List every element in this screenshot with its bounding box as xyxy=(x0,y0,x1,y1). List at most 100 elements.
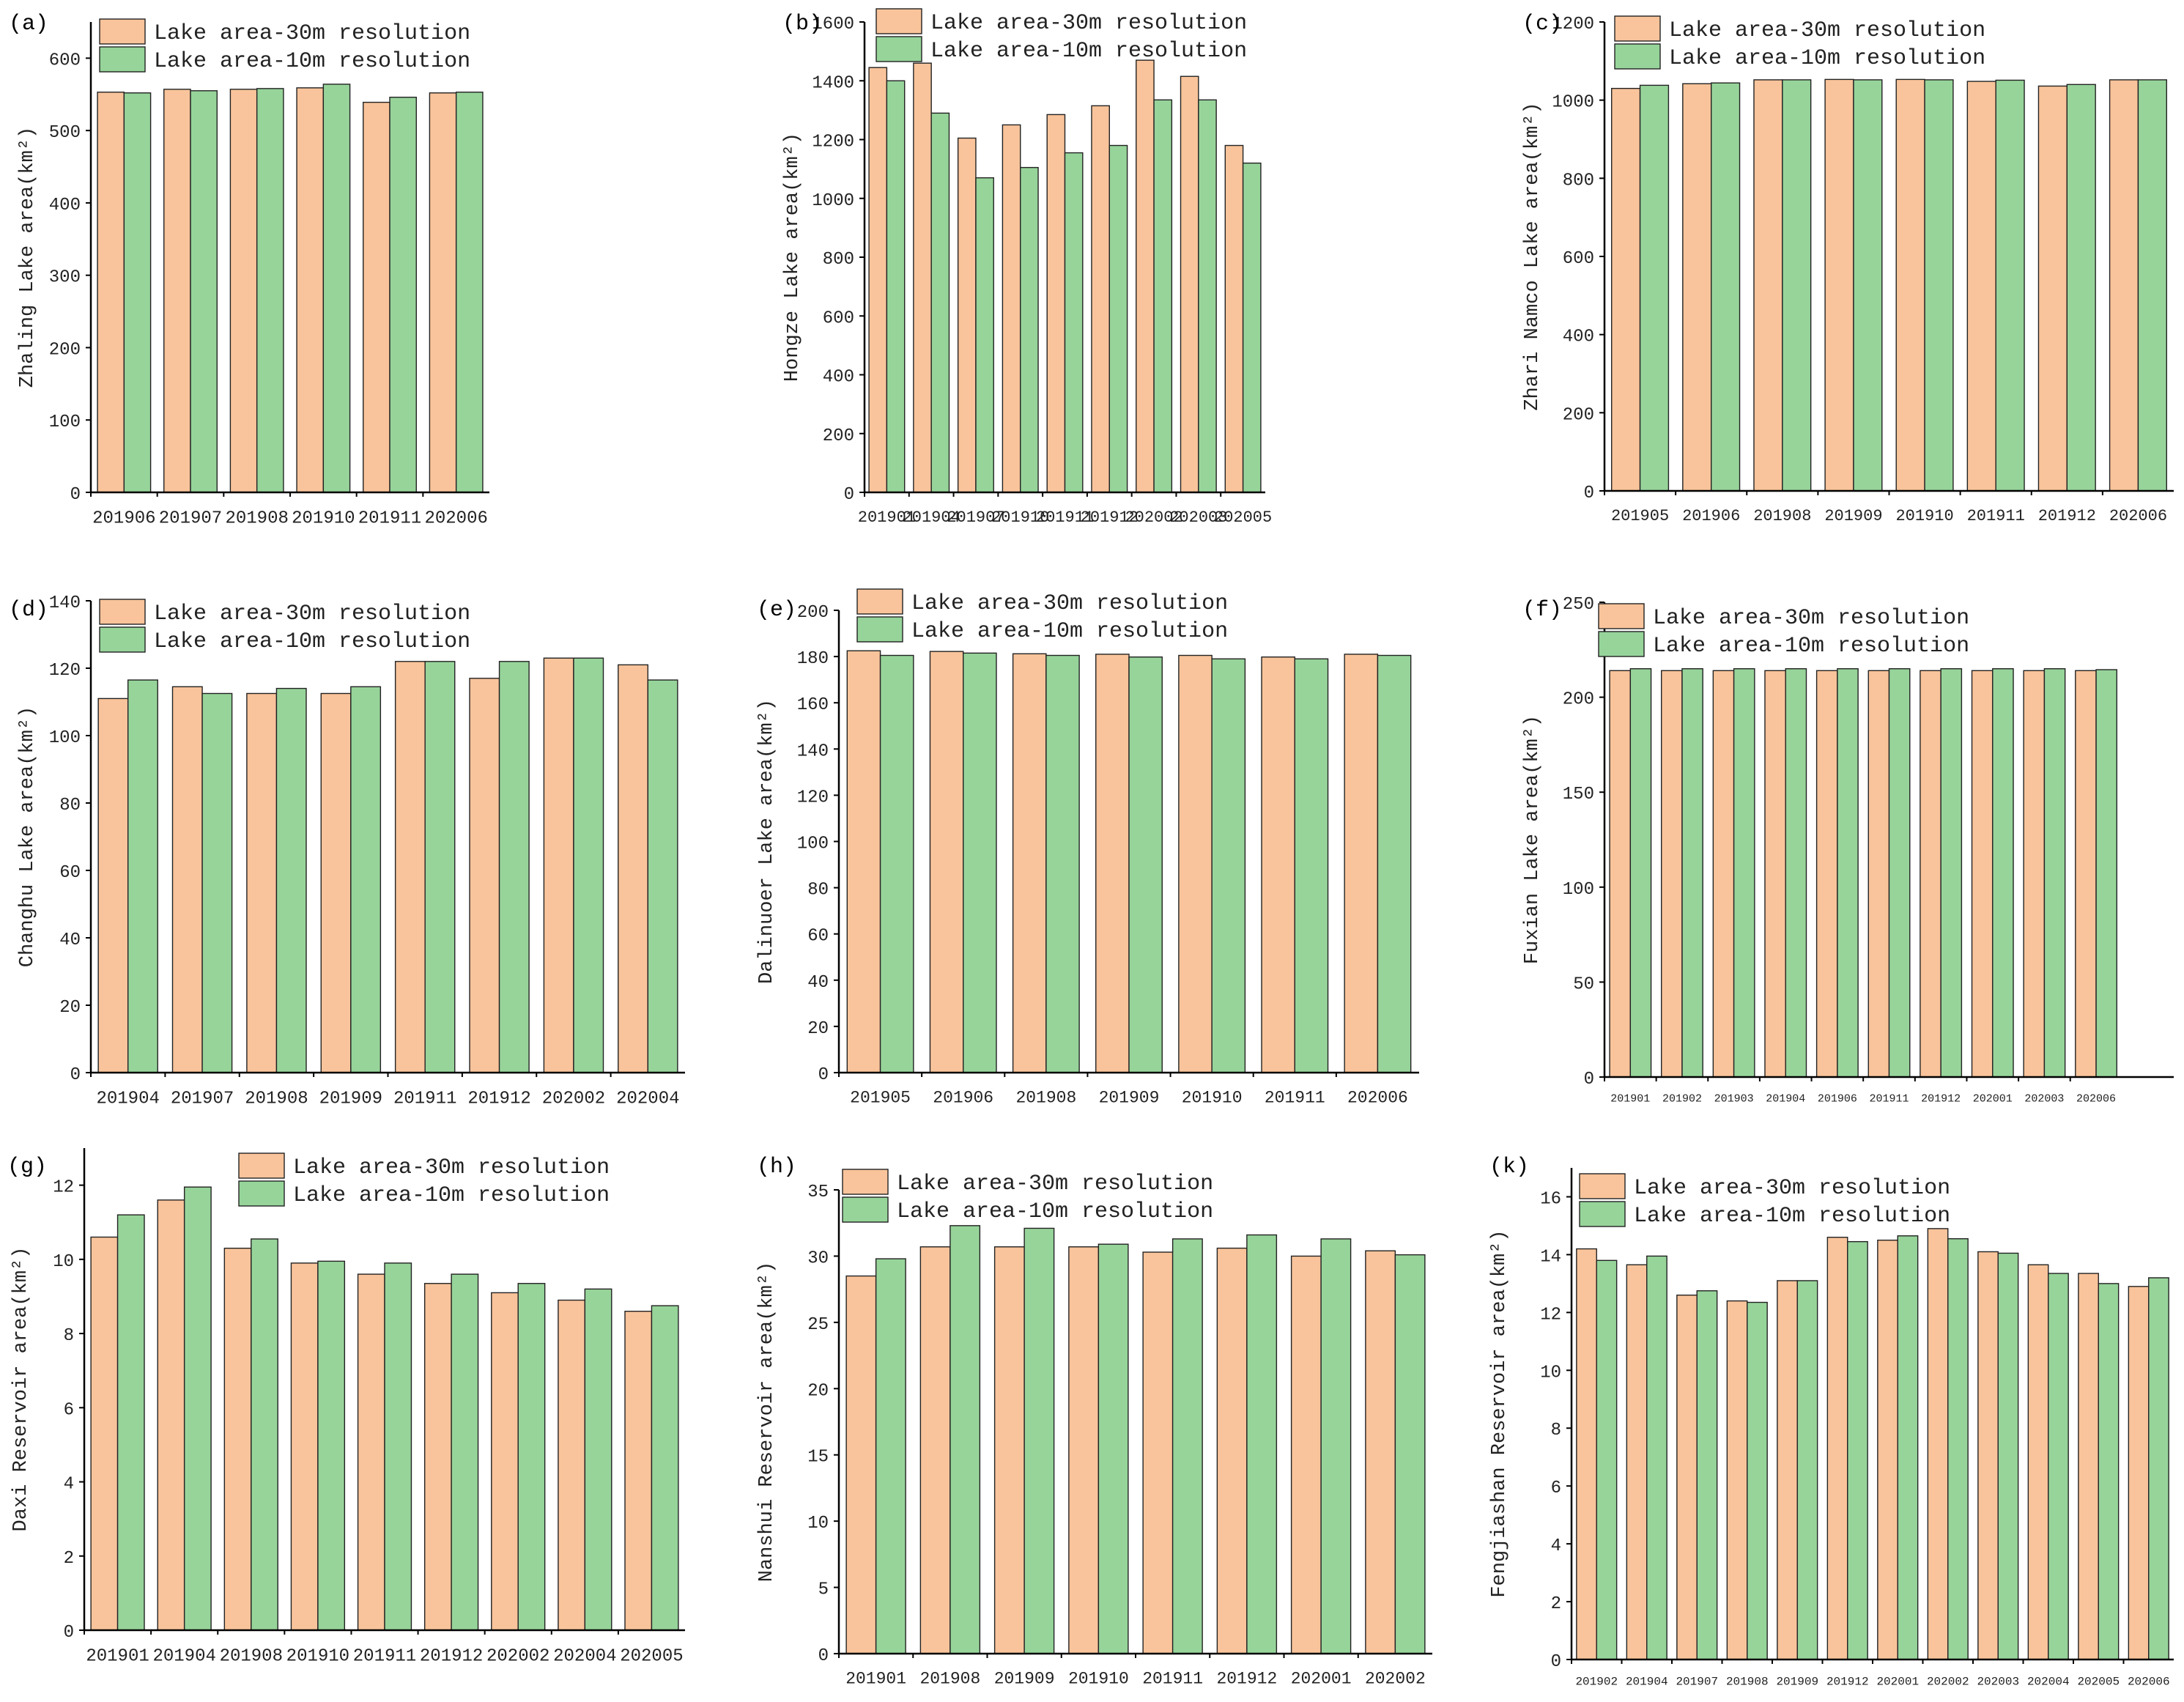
bar-10m-201901 xyxy=(875,1258,906,1654)
x-tick-label-201906: 201906 xyxy=(92,509,155,529)
x-tick-label-201908: 201908 xyxy=(1726,1675,1769,1688)
bar-30m-201905 xyxy=(1611,87,1641,492)
x-tick-label-201908: 201908 xyxy=(220,1647,283,1667)
bar-10m-202002 xyxy=(1153,99,1173,493)
legend-swatch-30m xyxy=(856,588,903,615)
y-tick-label-2: 2 xyxy=(64,1549,74,1569)
bar-10m-201908 xyxy=(950,1225,981,1654)
y-tick-label-0: 0 xyxy=(1551,1652,1561,1672)
x-tick-label-201912: 201912 xyxy=(1826,1675,1869,1688)
y-tick-label-20: 20 xyxy=(807,1019,829,1039)
x-tick-label-201905: 201905 xyxy=(1611,507,1669,525)
y-tick-label-300: 300 xyxy=(49,268,81,288)
bar-30m-201912 xyxy=(1826,1237,1848,1660)
y-tick-label-40: 40 xyxy=(807,973,829,993)
x-tick-label-201901: 201901 xyxy=(845,1670,906,1689)
legend-swatch-10m xyxy=(856,616,903,643)
y-tick-label-0: 0 xyxy=(844,485,854,505)
y-tick-label-80: 80 xyxy=(807,881,829,900)
y-tick-label-1000: 1000 xyxy=(812,191,854,211)
x-tick-label-201908: 201908 xyxy=(919,1670,980,1689)
y-tick-label-400: 400 xyxy=(49,196,81,215)
bar-30m-201909 xyxy=(993,1246,1025,1654)
y-tick-label-15: 15 xyxy=(807,1448,829,1468)
bar-30m-202002 xyxy=(543,657,574,1073)
bar-10m-201910 xyxy=(1924,79,1954,492)
x-tick-label-201910: 201910 xyxy=(292,509,355,529)
bar-10m-201908 xyxy=(1782,79,1812,492)
legend-label-30m: Lake area-30m resolution xyxy=(154,602,470,626)
bar-30m-201910 xyxy=(1002,124,1021,493)
legend-label-30m: Lake area-30m resolution xyxy=(930,11,1247,36)
chart-panel-6: 201901 201902 201903 201904 201906 201911 2019… xyxy=(1522,595,2174,1106)
y-tick-label-4: 4 xyxy=(64,1475,74,1495)
y-tick-label-180: 180 xyxy=(797,649,829,669)
bar-10m-202005 xyxy=(2098,1283,2120,1660)
bar-10m-201908 xyxy=(256,88,284,493)
bar-10m-201907 xyxy=(1696,1290,1718,1660)
bar-30m-201912 xyxy=(469,678,500,1073)
x-tick-label-202006: 202006 xyxy=(2128,1675,2170,1688)
legend-label-10m: Lake area-10m resolution xyxy=(897,1199,1213,1224)
x-tick-label-202001: 202001 xyxy=(1876,1675,1919,1688)
x-tick-label-202003: 202003 xyxy=(1169,508,1227,527)
y-tick-label-500: 500 xyxy=(49,123,81,143)
bar-30m-201901 xyxy=(90,1236,119,1631)
chart-panel-3: 201905 201906 201908 201909 201910 201911 2019… xyxy=(1522,12,2174,525)
bar-30m-201908 xyxy=(1012,653,1047,1073)
y-axis-label: Hongze Lake area(km²) xyxy=(782,133,804,382)
legend-label-30m: Lake area-30m resolution xyxy=(911,591,1228,616)
y-tick-label-14: 14 xyxy=(1540,1247,1561,1267)
x-tick-label-201902: 201902 xyxy=(1575,1675,1618,1688)
bar-30m-201906 xyxy=(97,92,125,493)
y-tick-label-200: 200 xyxy=(823,426,854,446)
y-tick-label-200: 200 xyxy=(1563,690,1594,710)
bar-10m-202002 xyxy=(517,1283,546,1631)
bar-30m-201912 xyxy=(1091,105,1110,493)
bar-30m-202005 xyxy=(2078,1273,2099,1660)
bar-30m-202003 xyxy=(2023,670,2046,1078)
bar-10m-201904 xyxy=(183,1186,212,1631)
chart-panel-2: 2019012019042019072019102019112019122020… xyxy=(782,8,1272,527)
bar-10m-201909 xyxy=(350,686,382,1073)
bar-10m-201908 xyxy=(1747,1301,1768,1660)
bar-10m-201912 xyxy=(1108,144,1128,493)
x-tick-label-201904: 201904 xyxy=(903,508,960,527)
legend-label-10m: Lake area-10m resolution xyxy=(1634,1204,1950,1229)
y-tick-label-0: 0 xyxy=(70,1065,81,1085)
y-tick-label-5: 5 xyxy=(818,1580,829,1600)
bar-10m-202005 xyxy=(1242,162,1262,493)
y-tick-label-600: 600 xyxy=(823,308,854,328)
x-tick-label-201907: 201907 xyxy=(947,508,1004,527)
legend-label-10m: Lake area-10m resolution xyxy=(1653,634,1969,659)
x-tick-label-202001: 202001 xyxy=(1973,1093,2013,1106)
x-tick-label-202006: 202006 xyxy=(424,509,487,529)
bar-30m-202005 xyxy=(624,1311,653,1631)
bar-30m-201910 xyxy=(1068,1246,1100,1654)
x-tick-label-201912: 201912 xyxy=(1921,1093,1961,1106)
bar-30m-202004 xyxy=(558,1299,586,1631)
bar-30m-201911 xyxy=(394,661,426,1073)
bar-30m-201906 xyxy=(1682,83,1712,492)
legend-swatch-30m xyxy=(238,1152,285,1179)
x-tick-label-202004: 202004 xyxy=(553,1647,616,1667)
y-tick-label-120: 120 xyxy=(49,661,81,681)
chart-panel-4: 201904 201907 201908 201909 201911 201912 2020… xyxy=(9,593,685,1109)
bar-30m-201909 xyxy=(1777,1280,1798,1660)
bar-10m-201909 xyxy=(1128,656,1163,1073)
bar-10m-201902 xyxy=(1681,668,1703,1078)
y-tick-label-60: 60 xyxy=(59,863,81,883)
panel-label: (h) xyxy=(757,1155,796,1180)
bar-10m-201910 xyxy=(1211,658,1246,1073)
bar-10m-201905 xyxy=(1639,84,1670,492)
y-tick-label-800: 800 xyxy=(823,250,854,270)
legend-label-30m: Lake area-30m resolution xyxy=(154,21,470,46)
bar-30m-201911 xyxy=(1046,114,1066,493)
bar-10m-201912 xyxy=(498,661,530,1073)
bar-30m-201904 xyxy=(97,698,129,1073)
bar-30m-201901 xyxy=(868,67,888,493)
bar-30m-201908 xyxy=(229,89,258,493)
x-tick-label-201911: 201911 xyxy=(358,509,421,529)
legend-label-30m: Lake area-30m resolution xyxy=(897,1172,1213,1196)
bar-30m-201904 xyxy=(1626,1264,1648,1660)
